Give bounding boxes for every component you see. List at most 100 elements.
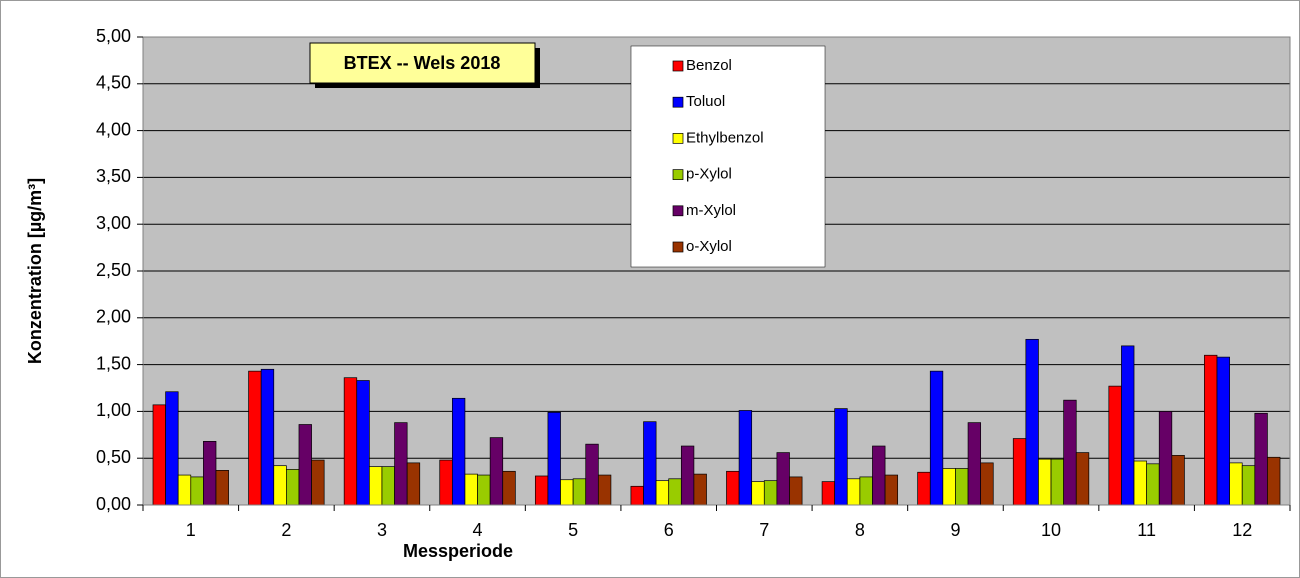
bar (1216, 356, 1230, 506)
y-tick-label: 0,00 (96, 494, 131, 514)
bar (534, 475, 549, 506)
bar (1133, 460, 1147, 506)
bar (776, 452, 790, 506)
bar (726, 470, 740, 506)
bar (763, 480, 778, 506)
bar (203, 441, 217, 506)
bar (1146, 463, 1160, 506)
bar (1025, 338, 1039, 506)
bar (980, 462, 994, 506)
bar (451, 397, 466, 506)
bar (286, 469, 300, 506)
title-box (309, 42, 536, 84)
bar (751, 481, 765, 506)
bar (585, 443, 599, 506)
bar (343, 377, 358, 506)
legend-label: p-Xylol (686, 166, 732, 183)
bar (821, 481, 836, 506)
bar (1038, 458, 1052, 506)
x-tick-label: 7 (759, 520, 769, 540)
bar (693, 473, 707, 506)
y-axis-label: Konzentration [µg/m³] (25, 178, 45, 364)
bar (680, 445, 695, 506)
legend-swatch (672, 60, 684, 72)
bar (655, 480, 670, 506)
y-tick-label: 2,50 (96, 260, 131, 280)
legend (630, 45, 826, 268)
bar (1050, 458, 1064, 506)
legend-label: Toluol (686, 93, 725, 110)
bar (560, 479, 574, 506)
bar (942, 468, 956, 506)
bar (917, 471, 931, 506)
legend-swatch (672, 133, 684, 144)
x-tick-label: 10 (1041, 520, 1061, 540)
y-tick-label: 4,00 (96, 119, 131, 139)
bar (381, 466, 395, 506)
bar (1229, 462, 1243, 506)
bar (597, 474, 612, 506)
bar (165, 391, 179, 506)
bar (394, 422, 408, 506)
legend-swatch (672, 205, 684, 217)
legend-label: m-Xylol (686, 202, 736, 219)
bar (311, 459, 325, 506)
legend-swatch (672, 96, 684, 108)
bar (668, 478, 682, 506)
bar (929, 370, 944, 506)
legend-swatch (672, 241, 684, 253)
y-tick-label: 5,00 (96, 26, 131, 46)
bar (273, 465, 287, 506)
x-tick-label: 4 (473, 520, 483, 540)
legend-swatch (672, 169, 684, 180)
bar (572, 478, 587, 506)
x-tick-label: 11 (1137, 520, 1156, 540)
x-tick-label: 12 (1232, 520, 1252, 540)
y-tick-label: 1,50 (96, 353, 131, 373)
y-tick-label: 1,00 (96, 400, 131, 420)
y-tick-label: 3,00 (96, 213, 131, 233)
bar (464, 473, 478, 506)
bar (1121, 345, 1135, 506)
bar (789, 476, 803, 506)
bar (1267, 456, 1281, 506)
bar (1171, 455, 1185, 506)
x-tick-label: 1 (186, 520, 196, 540)
bar (1108, 385, 1122, 506)
bar (1254, 412, 1268, 506)
bar (547, 411, 561, 506)
bar (215, 470, 229, 506)
x-axis-label: Messperiode (403, 541, 513, 561)
bar (248, 370, 262, 506)
legend-label: Ethylbenzol (686, 129, 764, 146)
bar (1012, 438, 1027, 506)
y-tick-label: 2,00 (96, 307, 131, 327)
bar (177, 474, 192, 506)
x-tick-label: 5 (568, 520, 578, 540)
bar (356, 380, 370, 506)
bar (298, 424, 312, 506)
bar (502, 470, 516, 506)
bar (630, 485, 644, 506)
bar (439, 459, 453, 506)
x-tick-label: 6 (664, 520, 674, 540)
x-tick-label: 2 (281, 520, 291, 540)
bar (884, 474, 899, 506)
bar (1204, 354, 1218, 506)
bar (489, 437, 504, 506)
x-tick-label: 3 (377, 520, 387, 540)
x-tick-label: 9 (950, 520, 960, 540)
bar (846, 478, 861, 506)
bar (152, 404, 166, 506)
bar (872, 445, 886, 506)
x-tick-label: 8 (855, 520, 865, 540)
bar (1063, 399, 1077, 506)
bar (643, 421, 657, 506)
bar (260, 368, 275, 506)
bar (1241, 465, 1256, 506)
y-tick-label: 3,50 (96, 166, 131, 186)
bar (1075, 452, 1090, 506)
bar (955, 468, 969, 506)
bar (1158, 411, 1173, 506)
